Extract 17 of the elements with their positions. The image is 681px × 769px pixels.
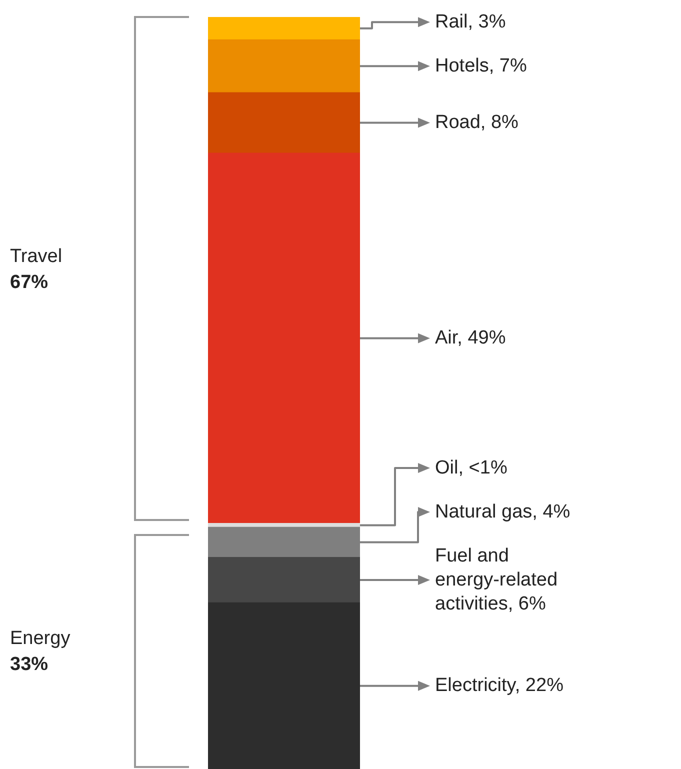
data-label: Rail, 3% — [435, 11, 506, 32]
data-label: Air, 49% — [435, 327, 506, 348]
data-label: Hotels, 7% — [435, 55, 527, 76]
bar — [208, 39, 360, 93]
bar — [208, 92, 360, 154]
text: Travel 67% — [10, 244, 62, 294]
data-label: Road, 8% — [435, 112, 519, 134]
bar — [208, 523, 360, 528]
data-label: Oil, <1% — [435, 457, 508, 478]
bar — [208, 152, 360, 524]
bar — [208, 602, 360, 769]
data-label: Electricity, 22% — [435, 675, 564, 696]
data-label: Fuel and energy-related activities, 6% — [435, 545, 558, 614]
data-label: Natural gas, 4% — [435, 501, 570, 522]
bar — [208, 557, 360, 604]
text: Energy 33% — [10, 627, 70, 677]
bar — [208, 17, 360, 40]
